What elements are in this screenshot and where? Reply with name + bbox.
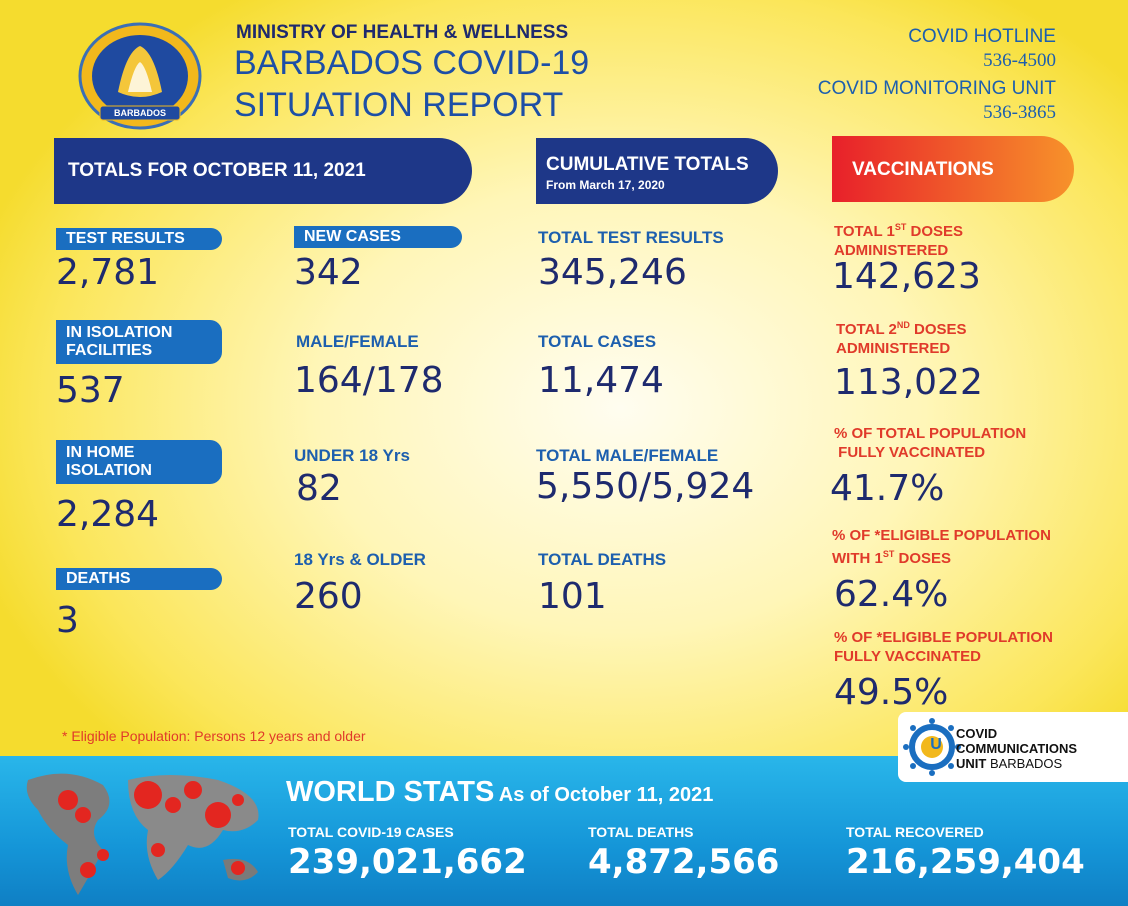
world-title-text: WORLD STATS xyxy=(286,776,495,808)
ccu-line1: COVID xyxy=(956,726,998,741)
world-recovered-value: 216,259,404 xyxy=(846,842,1085,882)
monitoring-number: 536-3865 xyxy=(983,102,1056,123)
ministry-logo: BARBADOS xyxy=(78,22,202,130)
pct-eligible-first-value: 62.4% xyxy=(834,574,949,615)
over18-label: 18 Yrs & OLDER xyxy=(294,550,426,569)
deaths-label: DEATHS xyxy=(56,568,222,590)
vaccinations-banner: VACCINATIONS xyxy=(832,136,1074,202)
second-doses-value: 113,022 xyxy=(834,362,983,403)
monitoring-label: COVID MONITORING UNIT xyxy=(817,78,1056,99)
ccu-logo-card: U COVID COMMUNICATIONS UNIT BARBADOS xyxy=(898,712,1128,782)
daily-banner-text: TOTALS FOR OCTOBER 11, 2021 xyxy=(68,160,366,181)
report-title-line2: SITUATION REPORT xyxy=(234,86,564,124)
total-tests-label: TOTAL TEST RESULTS xyxy=(538,228,724,247)
ccu-mark: U xyxy=(930,736,942,753)
second-doses-label: TOTAL 2ND DOSES ADMINISTERED xyxy=(836,320,967,357)
logo-text: BARBADOS xyxy=(113,108,166,118)
cumulative-banner-sub: From March 17, 2020 xyxy=(546,178,665,192)
cumulative-banner-text: CUMULATIVE TOTALS xyxy=(546,154,749,175)
under18-value: 82 xyxy=(296,468,342,509)
total-cases-value: 11,474 xyxy=(538,360,664,401)
new-cases-value: 342 xyxy=(294,252,363,293)
deaths-value: 3 xyxy=(56,600,79,641)
under18-label: UNDER 18 Yrs xyxy=(294,446,410,465)
pct-eligible-full-label: % OF *ELIGIBLE POPULATION FULLY VACCINAT… xyxy=(834,629,1053,665)
cumulative-banner: CUMULATIVE TOTALS From March 17, 2020 xyxy=(536,138,778,204)
total-deaths-value: 101 xyxy=(538,576,607,617)
daily-banner: TOTALS FOR OCTOBER 11, 2021 xyxy=(54,138,472,204)
over18-value: 260 xyxy=(294,576,363,617)
ccu-line3: UNIT BARBADOS xyxy=(956,756,1063,771)
isolation-value: 537 xyxy=(56,370,125,411)
male-female-label: MALE/FEMALE xyxy=(296,332,419,351)
pct-eligible-first-label: % OF *ELIGIBLE POPULATION WITH 1ST DOSES xyxy=(832,527,1051,567)
pct-total-value: 41.7% xyxy=(830,468,945,509)
total-deaths-label: TOTAL DEATHS xyxy=(538,550,667,569)
hotline-number: 536-4500 xyxy=(983,50,1056,71)
world-map-image xyxy=(8,760,278,906)
total-cases-label: TOTAL CASES xyxy=(538,332,657,351)
total-mf-value: 5,550/5,924 xyxy=(536,466,755,507)
eligibility-footnote: * Eligible Population: Persons 12 years … xyxy=(62,728,366,744)
first-doses-label: TOTAL 1ST DOSES ADMINISTERED xyxy=(834,222,964,259)
home-isolation-value: 2,284 xyxy=(56,494,160,535)
isolation-label: IN ISOLATION FACILITIES xyxy=(56,320,222,364)
new-cases-label: NEW CASES xyxy=(294,226,462,248)
ministry-name: MINISTRY OF HEALTH & WELLNESS xyxy=(236,22,569,43)
male-female-value: 164/178 xyxy=(294,360,444,401)
test-results-value: 2,781 xyxy=(56,252,160,293)
ccu-line2: COMMUNICATIONS xyxy=(956,741,1078,756)
home-isolation-label: IN HOME ISOLATION xyxy=(56,440,222,484)
world-cases-value: 239,021,662 xyxy=(288,842,527,882)
first-doses-value: 142,623 xyxy=(832,256,981,297)
total-mf-label: TOTAL MALE/FEMALE xyxy=(536,446,719,465)
world-asof-text: As of October 11, 2021 xyxy=(498,784,714,806)
world-recovered-label: TOTAL RECOVERED xyxy=(846,824,984,840)
pct-total-label: % OF TOTAL POPULATION FULLY VACCINATED xyxy=(834,425,1027,461)
pct-eligible-full-value: 49.5% xyxy=(834,672,949,713)
world-stats-title: WORLD STATS As of October 11, 2021 xyxy=(286,776,713,809)
test-results-label: TEST RESULTS xyxy=(56,228,222,250)
world-cases-label: TOTAL COVID-19 CASES xyxy=(288,824,454,840)
world-deaths-label: TOTAL DEATHS xyxy=(588,824,694,840)
vaccinations-banner-text: VACCINATIONS xyxy=(852,159,994,180)
virus-ring-icon xyxy=(903,718,961,776)
report-title-line1: BARBADOS COVID-19 xyxy=(234,44,590,82)
world-deaths-value: 4,872,566 xyxy=(588,842,780,882)
hotline-label: COVID HOTLINE xyxy=(908,26,1056,47)
total-tests-value: 345,246 xyxy=(538,252,687,293)
